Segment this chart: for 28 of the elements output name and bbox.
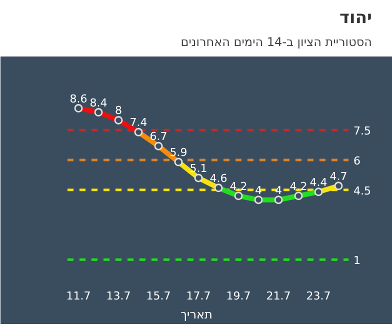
x-tick-label: 17.7 bbox=[186, 290, 211, 302]
data-label: 4.7 bbox=[330, 170, 348, 183]
x-tick-label: 13.7 bbox=[106, 290, 131, 302]
ref-line-label: 7.5 bbox=[354, 124, 371, 138]
ref-line-label: 1 bbox=[354, 254, 360, 268]
x-tick-label: 19.7 bbox=[226, 290, 251, 302]
data-label: 8.4 bbox=[90, 96, 108, 110]
ref-line-label: 6 bbox=[354, 154, 360, 168]
x-tick-label: 15.7 bbox=[146, 290, 171, 302]
x-tick-label: 21.7 bbox=[266, 290, 291, 302]
x-tick-label: 23.7 bbox=[306, 290, 331, 302]
data-label: 6.7 bbox=[150, 130, 168, 144]
data-label: 8.6 bbox=[70, 92, 88, 106]
data-label: 4.2 bbox=[290, 180, 308, 193]
data-label: 4.6 bbox=[210, 172, 228, 185]
data-label: 7.4 bbox=[130, 116, 148, 130]
chart-subtitle: הסטוריית הציון ב-14 הימים האחרונים bbox=[180, 34, 372, 51]
data-label: 4.2 bbox=[230, 180, 248, 193]
data-label: 4 bbox=[255, 184, 262, 197]
x-tick-label: 11.7 bbox=[66, 290, 91, 302]
data-label: 4 bbox=[275, 184, 282, 197]
data-label: 5.9 bbox=[170, 146, 188, 160]
data-label: 4.4 bbox=[310, 176, 328, 189]
data-label: 8 bbox=[115, 104, 122, 118]
ref-line-label: 4.5 bbox=[354, 184, 371, 198]
chart-title: יהוד bbox=[339, 7, 372, 30]
x-axis-title: תאריך bbox=[180, 308, 212, 322]
data-label: 5.1 bbox=[190, 162, 208, 175]
